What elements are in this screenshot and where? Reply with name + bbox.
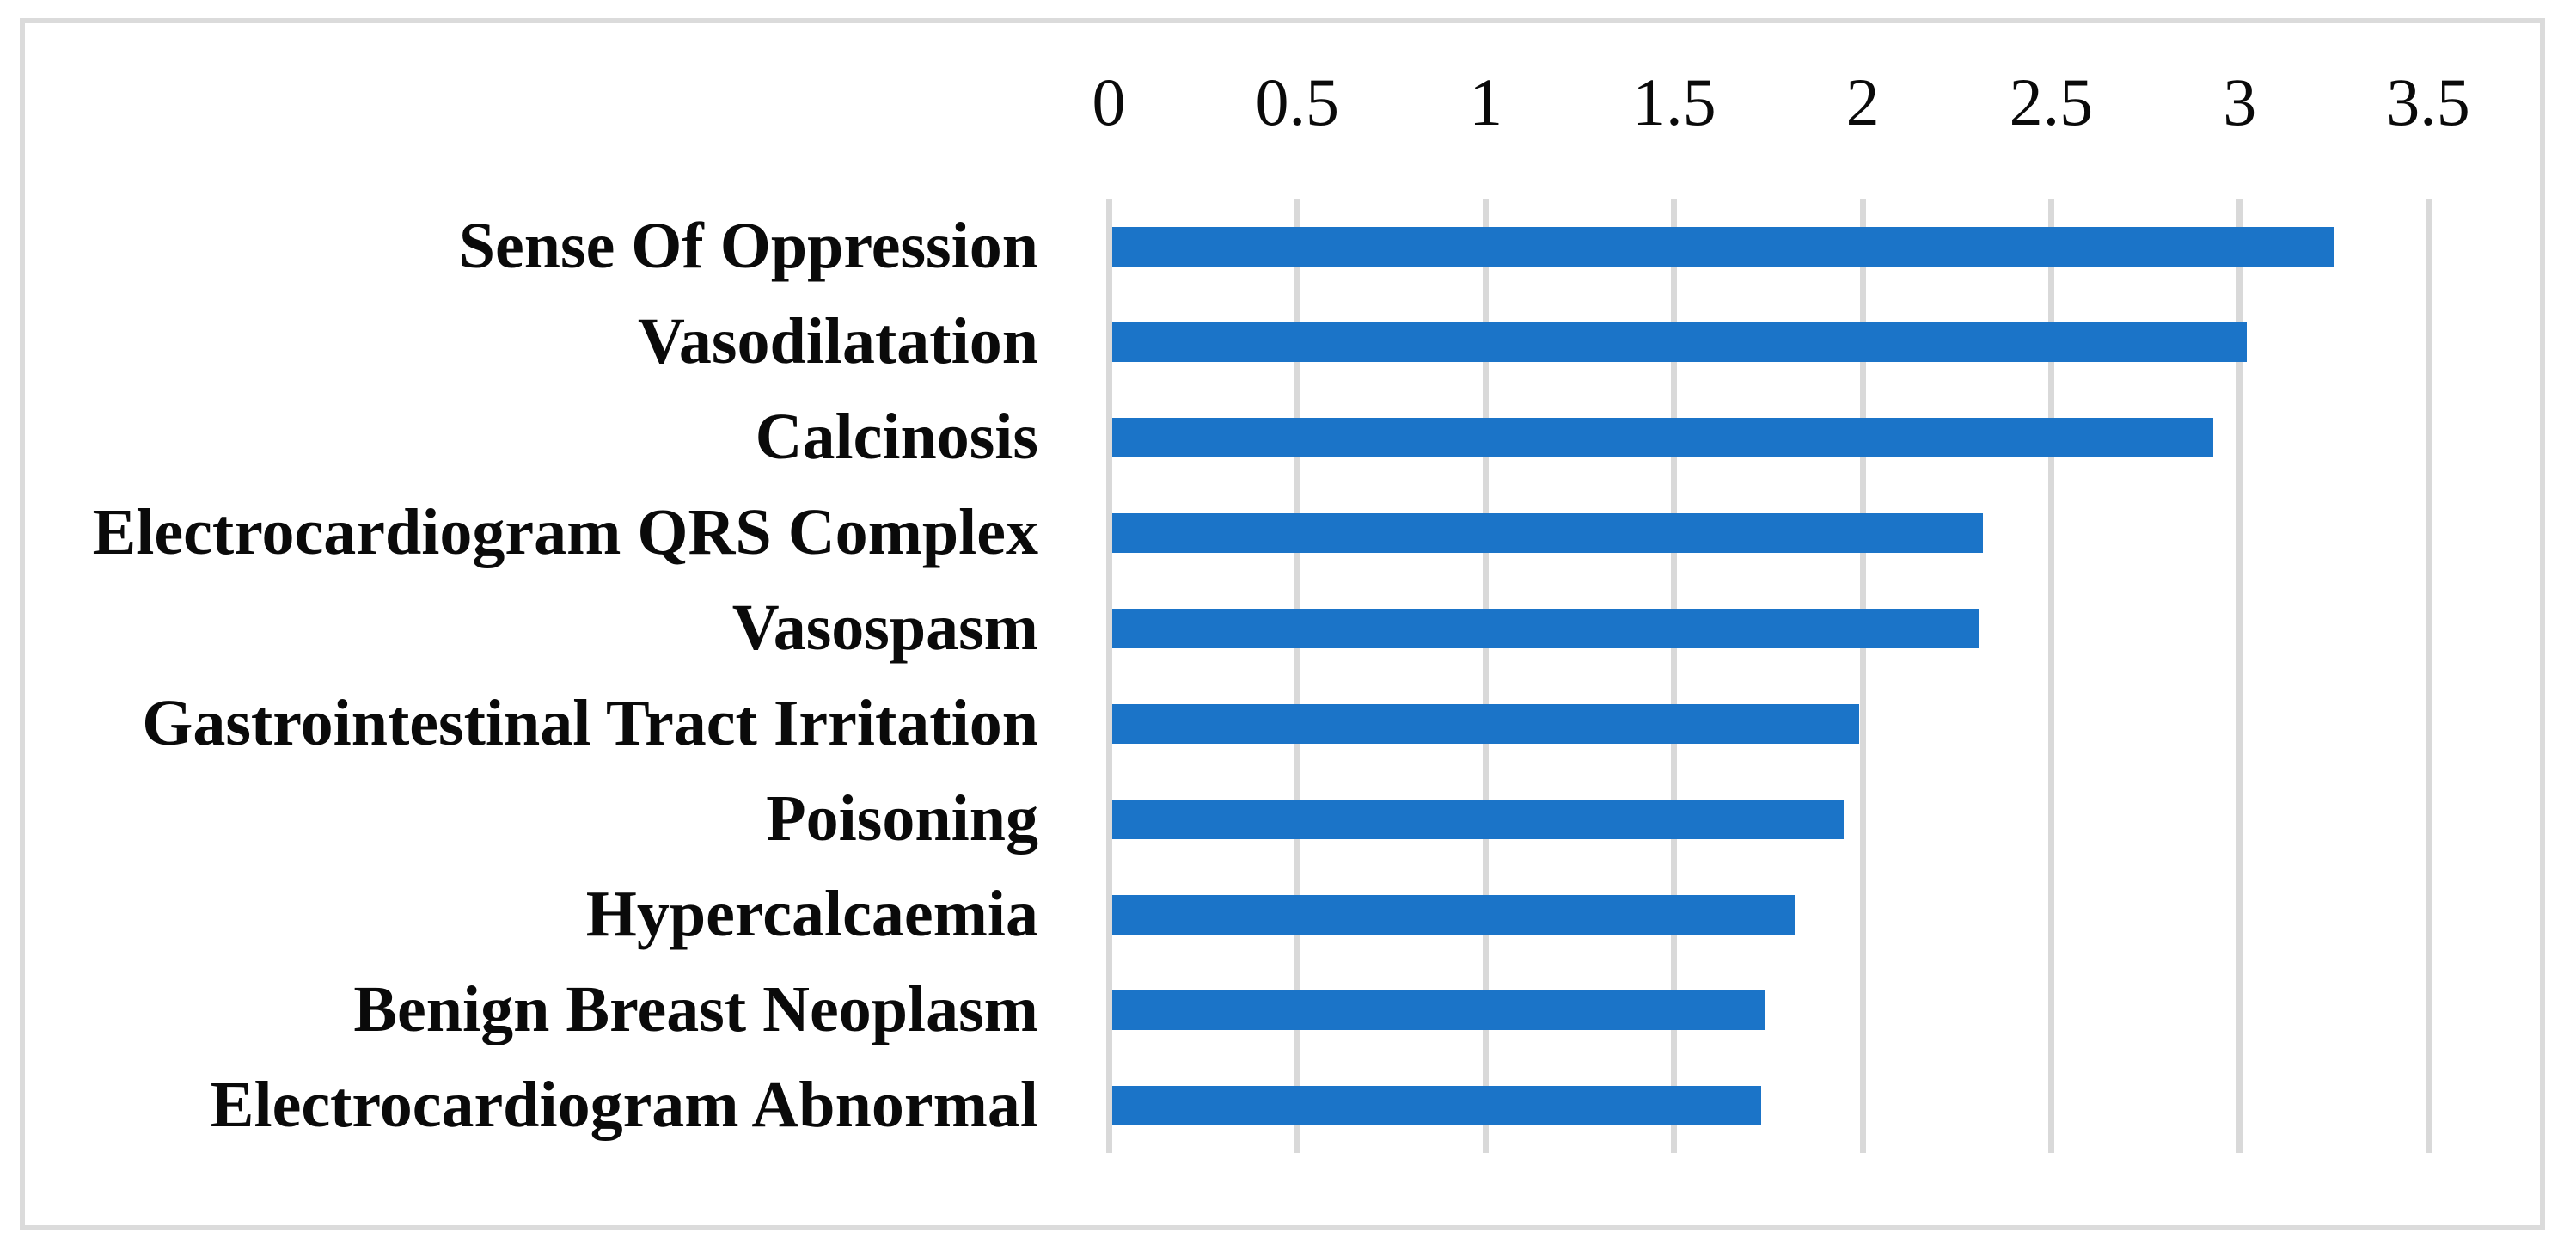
category-label: Poisoning xyxy=(766,782,1038,855)
x-tick-label: 0 xyxy=(1092,64,1126,139)
x-tick-label: 3.5 xyxy=(2386,64,2470,139)
gridline-x-1.5 xyxy=(1671,199,1678,1153)
category-label: Vasospasm xyxy=(731,592,1038,664)
bar xyxy=(1112,226,2334,267)
category-label: Hypercalcaemia xyxy=(585,878,1038,950)
gridline-x-3.5 xyxy=(2425,199,2432,1153)
x-tick-label: 2 xyxy=(1845,64,1880,139)
gridline-x-0.5 xyxy=(1294,199,1300,1153)
x-tick-label: 0.5 xyxy=(1255,64,1340,139)
gridline-x-2 xyxy=(1859,199,1866,1153)
category-label: Calcinosis xyxy=(755,401,1038,473)
bar xyxy=(1112,894,1795,935)
bar xyxy=(1112,417,2213,457)
gridline-x-3 xyxy=(2236,199,2243,1153)
bar xyxy=(1112,799,1844,839)
bar xyxy=(1112,703,1859,744)
bar xyxy=(1112,608,1979,648)
category-label: Gastrointestinal Tract Irritation xyxy=(142,687,1038,759)
gridline-x-1 xyxy=(1483,199,1490,1153)
x-tick-label: 2.5 xyxy=(2009,64,2094,139)
bar xyxy=(1112,1085,1761,1125)
category-label: Electrocardiogram QRS Complex xyxy=(92,496,1038,568)
bar xyxy=(1112,322,2247,362)
category-label: Benign Breast Neoplasm xyxy=(353,973,1038,1045)
category-label: Vasodilatation xyxy=(638,305,1038,377)
gridline-x-0 xyxy=(1105,199,1112,1153)
x-tick-label: 1 xyxy=(1469,64,1503,139)
gridline-x-2.5 xyxy=(2047,199,2054,1153)
category-label: Sense Of Oppression xyxy=(458,210,1038,282)
x-tick-label: 3 xyxy=(2223,64,2257,139)
bar xyxy=(1112,990,1765,1030)
bar xyxy=(1112,512,1983,553)
x-tick-label: 1.5 xyxy=(1632,64,1716,139)
category-label: Electrocardiogram Abnormal xyxy=(210,1069,1038,1141)
